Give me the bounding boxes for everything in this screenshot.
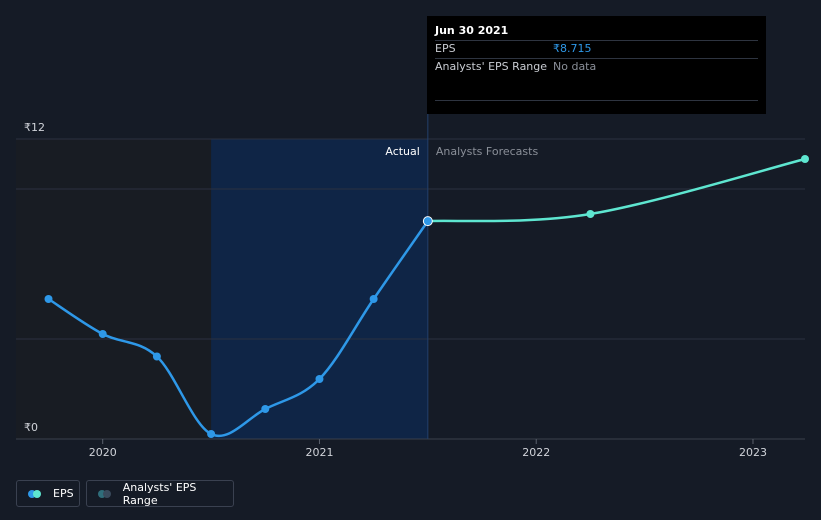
legend-range-label: Analysts' EPS Range (122, 480, 197, 507)
x-tick-label: 2021 (305, 446, 333, 459)
eps-legend-icon (28, 489, 46, 498)
actual-eps-point[interactable] (152, 352, 161, 361)
tooltip-row-range: Analysts' EPS Range No data (435, 58, 758, 76)
series-layer (44, 155, 809, 438)
legend-range-button[interactable]: Analysts' EPS Range (86, 480, 234, 507)
tooltip-eps-value: ₹8.715 (553, 42, 592, 55)
legend-eps-label: EPS (53, 487, 74, 500)
tooltip: Jun 30 2021 EPS ₹8.715 Analysts' EPS Ran… (427, 16, 766, 114)
actual-eps-point[interactable] (422, 216, 433, 227)
x-tick-labels: 2020 2021 2022 2023 (89, 439, 767, 459)
actual-eps-point[interactable] (98, 330, 107, 338)
x-tick-label: 2020 (89, 446, 117, 459)
y-tick-labels: ₹12 ₹0 (24, 121, 45, 434)
actual-eps-point[interactable] (369, 295, 378, 303)
forecast-eps-line (427, 157, 806, 223)
tooltip-divider (435, 100, 758, 101)
x-tick-label: 2023 (739, 446, 767, 459)
legend-eps-button[interactable]: EPS (16, 480, 80, 507)
highlighted-actual-region (211, 139, 428, 439)
y-tick-label: ₹0 (24, 421, 38, 434)
forecast-eps-point[interactable] (586, 210, 595, 218)
y-tick-label: ₹12 (24, 121, 45, 134)
actual-eps-point[interactable] (261, 405, 270, 413)
actual-eps-point[interactable] (207, 430, 216, 438)
forecast-section-label: Analysts Forecasts (436, 145, 539, 158)
range-legend-icon (98, 489, 116, 498)
actual-eps-point[interactable] (315, 375, 324, 383)
tooltip-range-value: No data (553, 60, 597, 73)
tooltip-eps-label: EPS (435, 42, 456, 55)
x-tick-label: 2022 (522, 446, 550, 459)
tooltip-range-label: Analysts' EPS Range (435, 60, 548, 73)
actual-section-label: Actual (385, 145, 419, 158)
tooltip-date: Jun 30 2021 (435, 24, 509, 37)
tooltip-row-eps: EPS ₹8.715 (435, 40, 758, 58)
actual-eps-point[interactable] (44, 295, 53, 303)
forecast-eps-point[interactable] (801, 155, 809, 163)
gridlines (16, 138, 805, 340)
